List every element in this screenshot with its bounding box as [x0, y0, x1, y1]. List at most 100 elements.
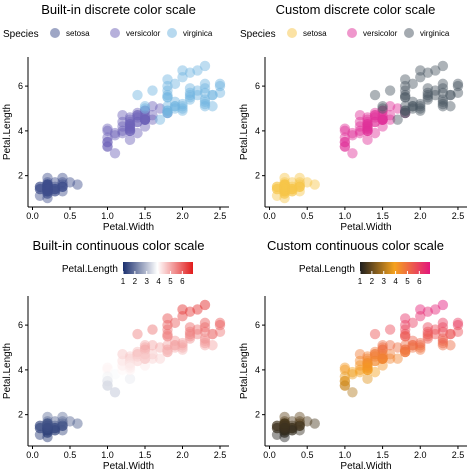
data-point [354, 349, 366, 360]
data-point [392, 353, 403, 364]
data-point [377, 353, 388, 364]
x-tick-label: 0.0 [263, 211, 276, 221]
data-point [437, 78, 449, 90]
data-point [139, 114, 151, 125]
data-point [124, 123, 136, 134]
data-point [415, 98, 426, 110]
data-point [339, 136, 351, 148]
data-point [377, 353, 388, 364]
data-point [279, 422, 290, 434]
data-point [124, 357, 136, 369]
data-point [192, 89, 203, 101]
data-point [192, 65, 203, 76]
data-point [286, 183, 298, 195]
data-point [42, 172, 53, 184]
data-point [109, 366, 121, 378]
data-point [399, 107, 411, 119]
data-point [192, 85, 203, 96]
data-point [279, 179, 290, 190]
data-point [42, 422, 53, 434]
data-point [271, 181, 283, 193]
data-point [399, 344, 411, 355]
data-point [169, 96, 181, 107]
data-point [399, 85, 411, 96]
data-point [139, 340, 151, 351]
data-point [377, 101, 388, 112]
data-point [207, 340, 218, 351]
data-point [339, 132, 351, 143]
data-point [124, 114, 136, 125]
data-point [347, 369, 358, 380]
data-point [369, 110, 381, 121]
data-point [294, 420, 305, 432]
data-point [279, 183, 290, 195]
data-point [445, 340, 456, 351]
data-point [294, 186, 305, 197]
data-point [294, 418, 305, 429]
data-point [147, 340, 158, 351]
data-point [162, 105, 173, 116]
data-point [124, 364, 136, 376]
y-tick-label: 2 [18, 171, 23, 181]
data-point [354, 121, 366, 132]
data-point [42, 422, 53, 434]
data-point [124, 362, 136, 373]
legend-key [50, 28, 60, 38]
data-point [49, 420, 61, 432]
data-point [102, 364, 113, 376]
data-point [117, 366, 128, 378]
data-point [369, 116, 381, 128]
colorbar-tick-label: 3 [382, 277, 387, 286]
data-point [124, 125, 136, 137]
data-point [279, 422, 290, 434]
data-point [102, 375, 113, 387]
data-point [445, 89, 456, 101]
data-point [437, 337, 449, 349]
colorbar-tick-label: 5 [405, 277, 410, 286]
data-point [42, 425, 53, 436]
data-point [437, 322, 449, 333]
data-point [177, 337, 188, 349]
data-point [117, 349, 128, 360]
data-point [279, 186, 290, 197]
data-point [162, 346, 173, 358]
data-point [199, 96, 211, 107]
data-point [286, 422, 298, 434]
legend-key [347, 28, 357, 38]
data-point [192, 324, 203, 335]
data-point [177, 71, 188, 83]
data-point [399, 89, 411, 101]
data-point [42, 420, 53, 432]
data-point [139, 114, 151, 125]
data-point [162, 324, 173, 335]
x-tick-label: 2.5 [214, 211, 227, 221]
data-point [102, 123, 113, 134]
data-point [139, 344, 151, 355]
data-point [294, 181, 305, 193]
data-point [57, 420, 68, 432]
data-point [369, 355, 381, 367]
y-tick-label: 2 [255, 410, 260, 420]
colorbar [360, 262, 430, 274]
data-point [294, 425, 305, 436]
data-point [102, 125, 113, 137]
data-point [139, 353, 151, 364]
data-point [192, 304, 203, 315]
colorbar-tick-label: 4 [393, 277, 398, 286]
data-point [199, 299, 211, 311]
data-point [369, 349, 381, 360]
data-point [49, 425, 61, 436]
data-point [42, 427, 53, 438]
data-point [42, 188, 53, 199]
data-point [279, 181, 290, 193]
data-point [407, 317, 418, 329]
data-point [124, 360, 136, 371]
panel-3: Built-in continuous color scale Petal.Len… [2, 238, 229, 472]
data-point [377, 360, 388, 371]
data-point [279, 422, 290, 434]
legend-label: virginica [183, 29, 213, 38]
data-point [49, 177, 61, 188]
data-point [214, 78, 226, 90]
data-point [177, 310, 188, 322]
